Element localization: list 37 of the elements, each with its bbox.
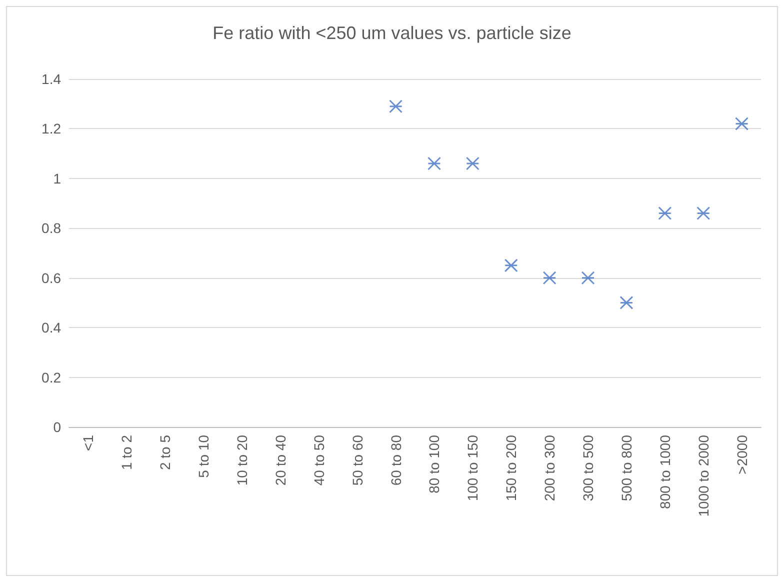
- point: [658, 206, 672, 220]
- point: [542, 271, 556, 285]
- chart-title: Fe ratio with <250 um values vs. particle size: [212, 23, 572, 43]
- point: [581, 271, 595, 285]
- y-tick-label: 1.4: [42, 71, 62, 87]
- x-tick-label: 40 to 50: [310, 434, 327, 486]
- x-tick-label: 150 to 200: [503, 434, 520, 502]
- x-tick-label: 300 to 500: [580, 434, 596, 502]
- point: [389, 100, 403, 114]
- x-tick-label: 200 to 300: [542, 434, 558, 502]
- y-tick-label: 0.4: [42, 320, 62, 336]
- y-tick-label: 0.2: [42, 369, 62, 386]
- x-tick-label: 50 to 60: [349, 434, 366, 486]
- point: [427, 156, 441, 170]
- x-tick-label: 10 to 20: [234, 434, 250, 486]
- point: [466, 156, 480, 170]
- x-tick-label: <1: [80, 434, 96, 451]
- y-tick-label: 0.8: [42, 220, 62, 236]
- x-tick-label: 80 to 100: [426, 434, 442, 494]
- x-tick-label: >2000: [734, 434, 750, 474]
- x-tick-label: 1 to 2: [118, 434, 135, 470]
- x-tick-label: 500 to 800: [618, 434, 634, 502]
- x-tick-label: 1000 to 2000: [695, 434, 712, 517]
- y-tick-label: 0.6: [42, 270, 62, 286]
- x-tick-label: 800 to 1000: [656, 434, 673, 509]
- x-tick-label: 5 to 10: [196, 434, 212, 478]
- y-tick-label: 1: [53, 170, 62, 186]
- x-tick-label: 60 to 80: [388, 434, 404, 486]
- point: [696, 206, 710, 220]
- point: [735, 116, 749, 130]
- x-tick-label: 20 to 40: [272, 434, 288, 486]
- x-tick-label: 100 to 150: [464, 434, 481, 502]
- y-tick-label: 0: [53, 419, 62, 435]
- y-tick-label: 1.2: [42, 120, 62, 137]
- point: [620, 296, 634, 310]
- x-tick-label: 2 to 5: [157, 434, 174, 470]
- point: [504, 258, 518, 272]
